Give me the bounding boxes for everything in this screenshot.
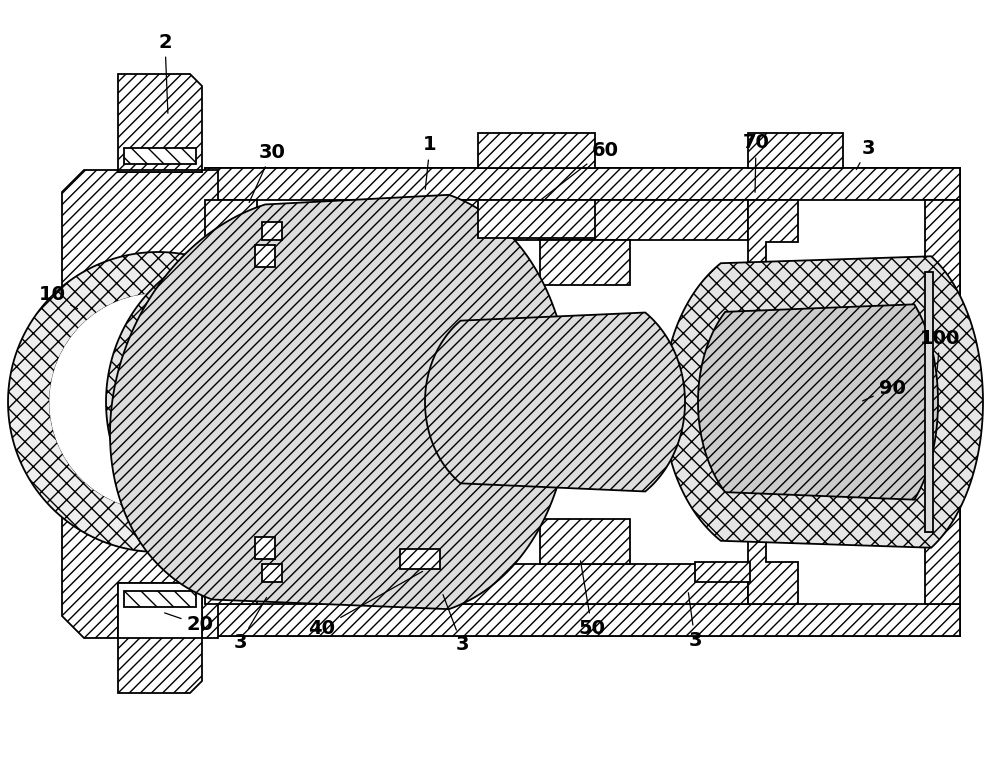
Polygon shape	[255, 245, 275, 267]
Polygon shape	[540, 240, 630, 285]
Polygon shape	[410, 364, 430, 440]
Polygon shape	[698, 304, 938, 500]
Polygon shape	[402, 200, 438, 604]
Polygon shape	[124, 148, 196, 164]
Polygon shape	[118, 170, 202, 172]
Text: 40: 40	[308, 572, 423, 637]
Polygon shape	[438, 564, 748, 604]
Text: 3: 3	[443, 594, 469, 654]
Polygon shape	[124, 591, 196, 607]
Text: 90: 90	[863, 378, 905, 401]
Polygon shape	[262, 564, 282, 582]
Polygon shape	[205, 200, 257, 604]
Polygon shape	[695, 562, 750, 582]
Polygon shape	[925, 200, 960, 604]
Polygon shape	[663, 256, 983, 548]
Polygon shape	[8, 252, 202, 552]
Polygon shape	[925, 272, 933, 532]
Text: 70: 70	[743, 133, 769, 193]
Text: 2: 2	[158, 33, 172, 113]
Text: 100: 100	[920, 328, 960, 369]
Polygon shape	[748, 133, 843, 168]
Polygon shape	[62, 170, 218, 638]
Polygon shape	[118, 74, 202, 172]
Polygon shape	[118, 583, 202, 693]
Text: 3: 3	[233, 597, 267, 653]
Text: 30: 30	[249, 143, 285, 202]
Polygon shape	[748, 200, 798, 604]
Polygon shape	[262, 222, 282, 240]
Polygon shape	[205, 168, 960, 200]
Text: 3: 3	[688, 593, 702, 650]
Polygon shape	[478, 133, 595, 168]
Polygon shape	[255, 537, 275, 559]
Polygon shape	[438, 200, 748, 240]
Polygon shape	[478, 200, 595, 238]
Polygon shape	[205, 168, 960, 636]
Text: 10: 10	[38, 286, 78, 309]
Text: 1: 1	[423, 136, 437, 190]
Polygon shape	[106, 249, 239, 556]
Polygon shape	[110, 195, 570, 609]
Circle shape	[50, 294, 266, 510]
Text: 20: 20	[165, 613, 214, 634]
Text: 50: 50	[578, 561, 606, 637]
Polygon shape	[118, 583, 202, 638]
Polygon shape	[540, 519, 630, 564]
Polygon shape	[400, 549, 440, 569]
Polygon shape	[205, 604, 960, 636]
Polygon shape	[425, 312, 685, 491]
Text: 3: 3	[856, 139, 875, 170]
Text: 60: 60	[540, 140, 618, 200]
